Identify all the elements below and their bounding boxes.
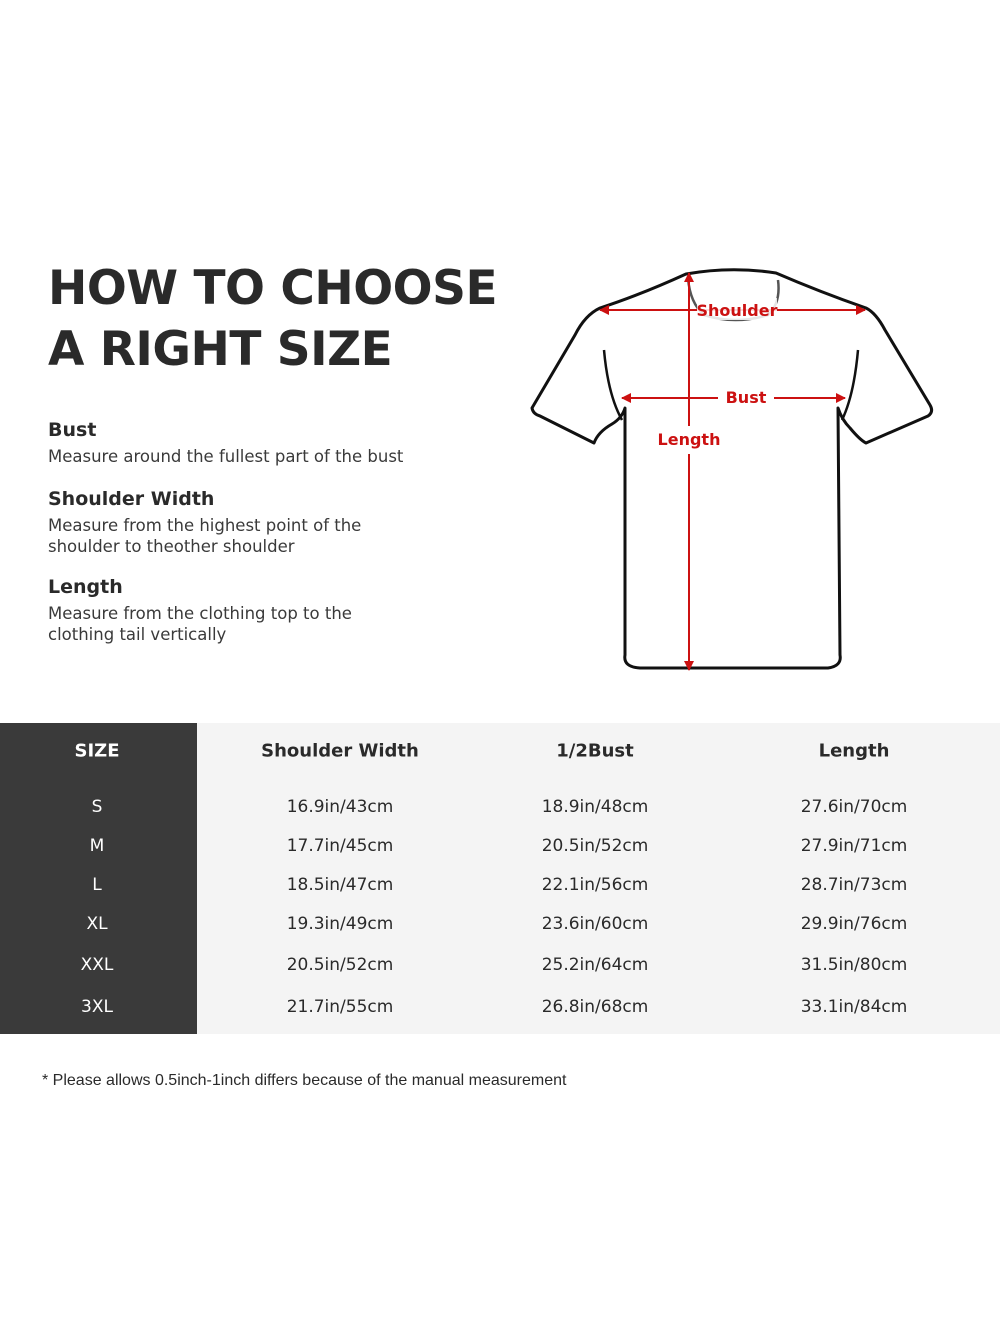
- cell-size: M: [89, 836, 105, 856]
- cell-size: XL: [86, 914, 108, 934]
- armhole-left: [602, 349, 624, 421]
- tshirt-outline: [530, 268, 934, 670]
- header-half-bust: 1/2Bust: [556, 740, 634, 762]
- guide-text: Measure from the clothing top to the clot…: [48, 603, 352, 645]
- guide-heading: Shoulder Width: [48, 488, 215, 510]
- guide-text-line: Measure from the clothing top to the: [48, 604, 352, 623]
- size-column-background: [0, 723, 197, 1034]
- cell-length: 27.9in/71cm: [800, 836, 908, 856]
- title-line-1: HOW TO CHOOSE: [48, 261, 498, 316]
- cell-size: 3XL: [81, 997, 113, 1017]
- measurement-note: * Please allows 0.5inch-1inch differs be…: [42, 1072, 567, 1089]
- length-label: Length: [658, 430, 721, 449]
- cell-length: 28.7in/73cm: [800, 875, 908, 895]
- cell-shoulder-width: 16.9in/43cm: [286, 797, 394, 817]
- cell-half-bust: 25.2in/64cm: [541, 955, 649, 975]
- armhole-right: [840, 349, 860, 421]
- guide-text-line: Measure from the highest point of the: [48, 516, 362, 535]
- shoulder-label: Shoulder: [697, 301, 778, 320]
- cell-shoulder-width: 18.5in/47cm: [286, 875, 394, 895]
- cell-shoulder-width: 19.3in/49cm: [286, 914, 394, 934]
- cell-size: L: [92, 875, 102, 895]
- cell-half-bust: 18.9in/48cm: [541, 797, 649, 817]
- cell-half-bust: 23.6in/60cm: [541, 914, 649, 934]
- cell-length: 33.1in/84cm: [800, 997, 908, 1017]
- header-size: SIZE: [74, 740, 120, 762]
- guide-bust: Bust Measure around the fullest part of …: [48, 418, 403, 467]
- cell-shoulder-width: 20.5in/52cm: [286, 955, 394, 975]
- header-shoulder-width: Shoulder Width: [261, 740, 419, 762]
- cell-length: 29.9in/76cm: [800, 914, 908, 934]
- guide-shoulder-width: Shoulder Width Measure from the highest …: [48, 487, 361, 557]
- guide-length: Length Measure from the clothing top to …: [48, 575, 352, 645]
- cell-length: 27.6in/70cm: [800, 797, 908, 817]
- guide-text: Measure around the fullest part of the b…: [48, 447, 404, 466]
- page-title: HOW TO CHOOSE A RIGHT SIZE: [48, 258, 498, 380]
- bust-label: Bust: [726, 388, 767, 407]
- guide-text: Measure from the highest point of the sho…: [48, 515, 361, 557]
- cell-half-bust: 26.8in/68cm: [541, 997, 649, 1017]
- guide-text-line: clothing tail vertically: [48, 625, 227, 644]
- tshirt-diagram: Shoulder Bust Length: [530, 268, 934, 671]
- cell-half-bust: 22.1in/56cm: [541, 875, 649, 895]
- cell-shoulder-width: 17.7in/45cm: [286, 836, 394, 856]
- cell-length: 31.5in/80cm: [800, 955, 908, 975]
- cell-shoulder-width: 21.7in/55cm: [286, 997, 394, 1017]
- guide-heading: Bust: [48, 419, 97, 441]
- size-table: SIZE Shoulder Width 1/2Bust Length S 16.9in/4…: [0, 723, 1000, 1034]
- cell-size: S: [91, 797, 103, 817]
- guide-text-line: shoulder to theother shoulder: [48, 537, 295, 556]
- guide-heading: Length: [48, 576, 123, 598]
- cell-size: XXL: [80, 955, 114, 975]
- title-line-2: A RIGHT SIZE: [48, 322, 393, 377]
- cell-half-bust: 20.5in/52cm: [541, 836, 649, 856]
- header-length: Length: [818, 740, 890, 762]
